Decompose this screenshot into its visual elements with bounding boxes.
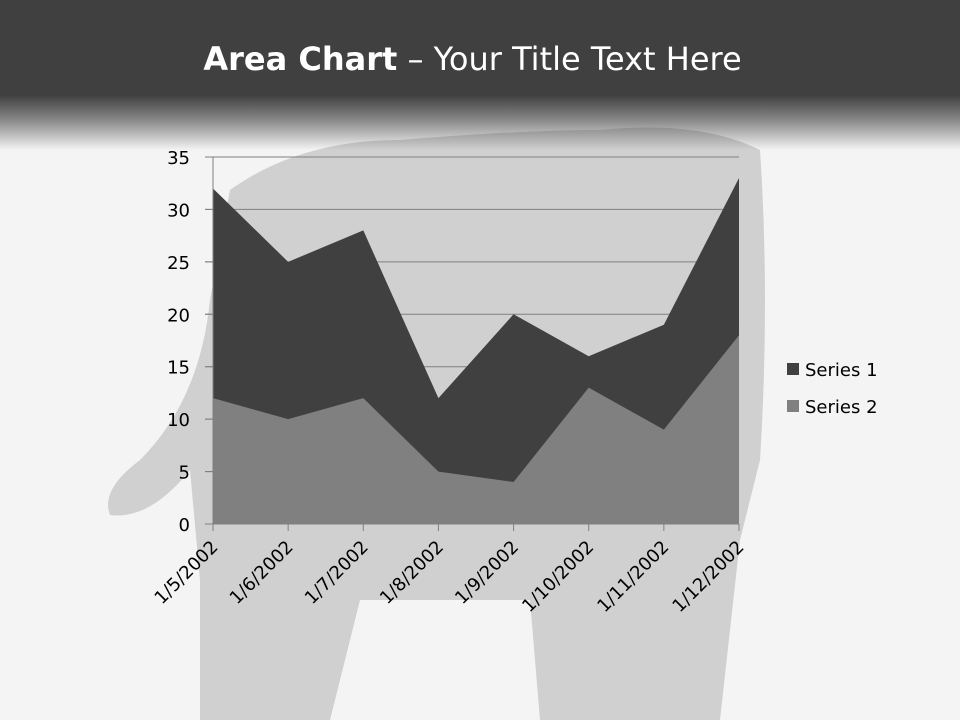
y-tick-label: 20 [167,305,190,326]
legend-label: Series 1 [805,360,878,381]
x-tick-label: 1/5/2002 [151,537,223,609]
legend-swatch [787,363,799,375]
y-tick-label: 15 [167,358,190,379]
x-tick-label: 1/7/2002 [301,537,373,609]
y-tick-label: 30 [167,200,190,221]
y-tick-label: 10 [167,410,190,431]
title-bar: Area Chart – Your Title Text Here [0,0,960,150]
x-tick-label: 1/10/2002 [518,537,598,617]
x-tick-label: 1/11/2002 [593,537,673,617]
x-tick-label: 1/12/2002 [668,537,748,617]
x-tick-label: 1/6/2002 [226,537,298,609]
legend-label: Series 2 [805,397,878,418]
x-tick-label: 1/8/2002 [376,537,448,609]
legend-swatch [787,400,799,412]
y-tick-label: 35 [167,148,190,169]
title-bold: Area Chart [203,40,398,78]
x-tick-label: 1/9/2002 [451,537,523,609]
y-tick-label: 5 [179,463,190,484]
y-tick-label: 0 [179,515,190,536]
area-series-2 [213,335,739,524]
title-rest: – Your Title Text Here [397,40,742,78]
slide-title: Area Chart – Your Title Text Here [0,40,945,78]
y-tick-label: 25 [167,253,190,274]
